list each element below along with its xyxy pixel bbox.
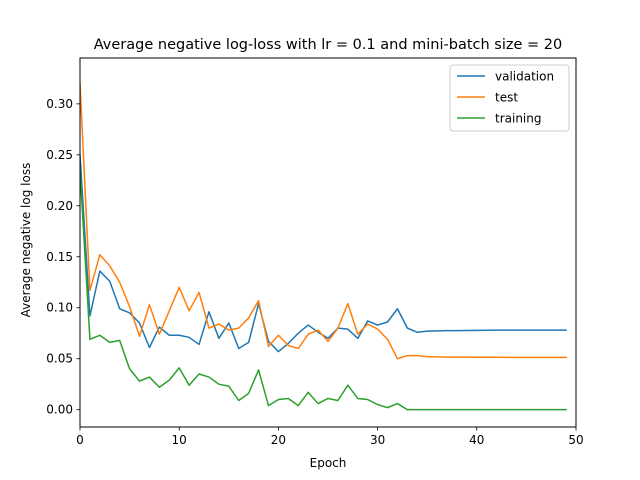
axes-frame	[79, 57, 577, 428]
y-axis-ticks: 0.00 0.05 0.10 0.15 0.20 0.25 0.30	[46, 97, 80, 417]
x-tick-label: 30	[370, 433, 385, 447]
chart-title: Average negative log-loss with lr = 0.1 …	[94, 37, 563, 53]
y-tick-label: 0.10	[46, 301, 73, 315]
legend-label-training: training	[495, 112, 542, 126]
y-tick-label: 0.05	[46, 352, 73, 366]
x-tick-label: 40	[469, 433, 484, 447]
x-axis-label: Epoch	[310, 456, 347, 470]
x-axis-ticks: 0 10 20 30 40 50	[76, 427, 584, 447]
legend: validation test training	[449, 64, 570, 132]
y-tick-label: 0.30	[46, 97, 73, 111]
x-tick-label: 10	[172, 433, 187, 447]
series-layer	[80, 82, 567, 411]
y-axis-label: Average negative log loss	[19, 163, 33, 318]
legend-label-test: test	[495, 91, 518, 105]
legend-label-validation: validation	[495, 70, 554, 84]
y-tick-label: 0.15	[46, 250, 73, 264]
y-tick-label: 0.00	[46, 403, 73, 417]
y-tick-label: 0.25	[46, 148, 73, 162]
x-tick-label: 20	[271, 433, 286, 447]
series-line-training	[80, 169, 567, 411]
x-tick-label: 0	[76, 433, 84, 447]
plot-area: 0 10 20 30 40 50 0.00 0.05 0.10 0.15 0.20 0.25 0.30	[46, 57, 584, 447]
legend-box	[449, 64, 570, 132]
series-line-test	[80, 82, 567, 360]
y-tick-label: 0.20	[46, 199, 73, 213]
x-tick-label: 50	[568, 433, 583, 447]
